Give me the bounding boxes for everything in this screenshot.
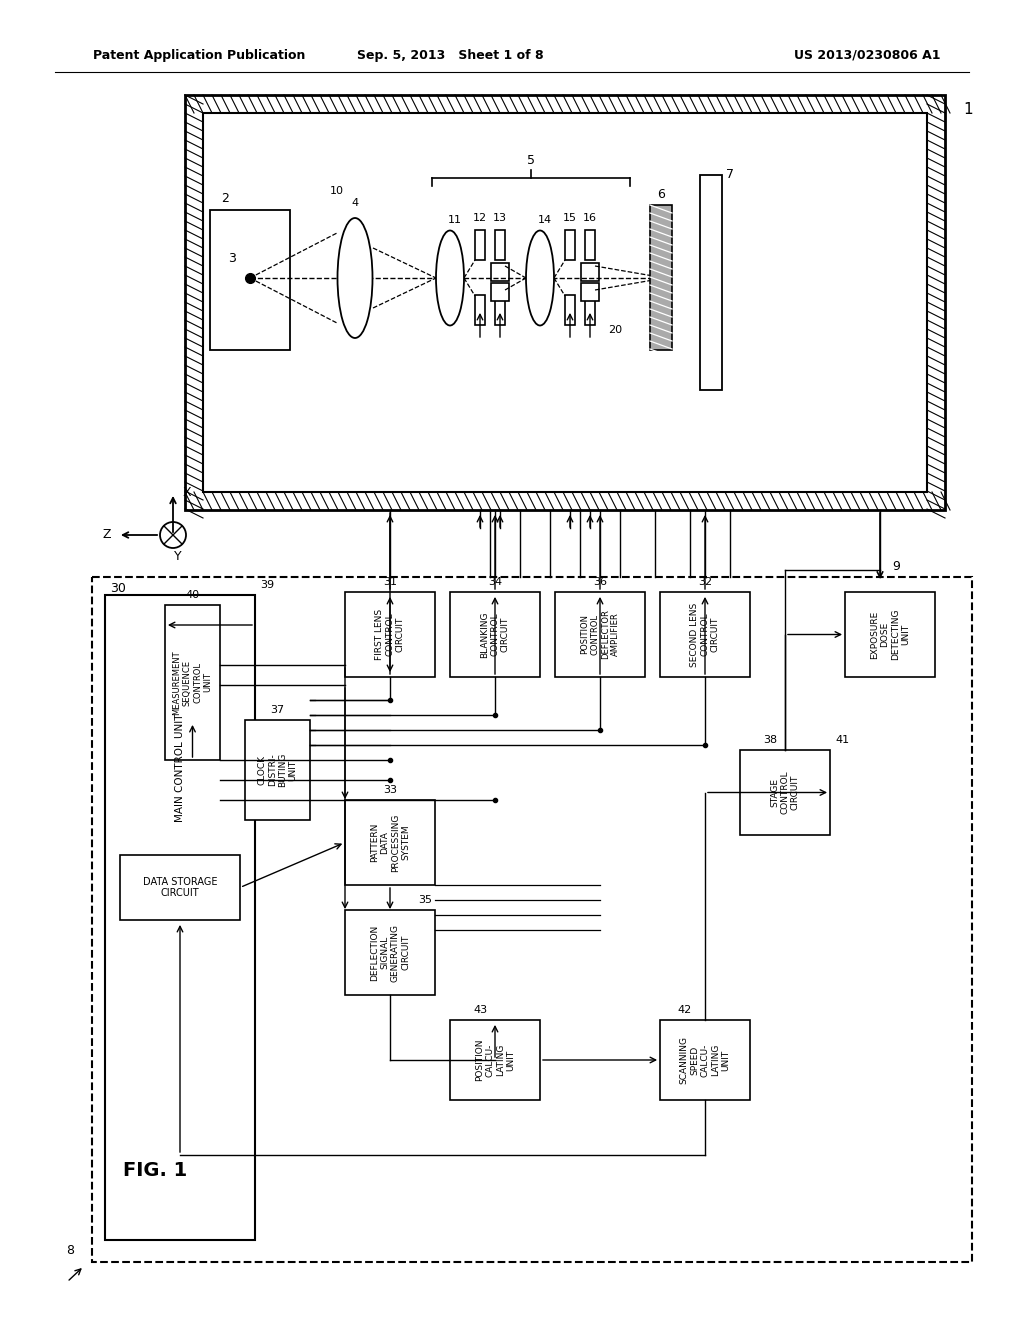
Text: POSITION
CONTROL
DEFLECTOR
AMPLIFIER: POSITION CONTROL DEFLECTOR AMPLIFIER <box>580 610 621 660</box>
FancyBboxPatch shape <box>490 282 509 301</box>
Text: 31: 31 <box>383 577 397 587</box>
FancyBboxPatch shape <box>581 263 599 281</box>
Text: Z: Z <box>102 528 111 541</box>
Text: 14: 14 <box>538 215 552 224</box>
FancyBboxPatch shape <box>740 750 830 836</box>
Text: FIRST LENS
CONTROL
CIRCUIT: FIRST LENS CONTROL CIRCUIT <box>375 609 404 660</box>
FancyBboxPatch shape <box>495 294 505 325</box>
FancyBboxPatch shape <box>495 230 505 260</box>
Text: Patent Application Publication: Patent Application Publication <box>93 49 305 62</box>
FancyBboxPatch shape <box>185 95 945 510</box>
Ellipse shape <box>338 218 373 338</box>
Text: 11: 11 <box>449 215 462 224</box>
Text: 41: 41 <box>835 735 849 744</box>
Text: 38: 38 <box>763 735 777 744</box>
Text: 5: 5 <box>527 153 535 166</box>
Text: STAGE
CONTROL
CIRCUIT: STAGE CONTROL CIRCUIT <box>770 771 800 814</box>
Text: 4: 4 <box>351 198 358 209</box>
Text: 3: 3 <box>228 252 236 264</box>
FancyBboxPatch shape <box>105 595 255 1239</box>
Text: 1: 1 <box>963 103 973 117</box>
FancyBboxPatch shape <box>203 114 927 492</box>
Text: MAIN CONTROL UNIT: MAIN CONTROL UNIT <box>175 713 185 822</box>
Text: FIG. 1: FIG. 1 <box>123 1160 187 1180</box>
Text: 30: 30 <box>110 582 126 595</box>
FancyBboxPatch shape <box>555 591 645 677</box>
Text: 8: 8 <box>66 1243 74 1257</box>
FancyBboxPatch shape <box>845 591 935 677</box>
FancyBboxPatch shape <box>700 176 722 389</box>
Text: 10: 10 <box>330 186 344 195</box>
Text: 35: 35 <box>418 895 432 906</box>
Text: 2: 2 <box>221 191 229 205</box>
Text: MEASUREMENT
SEQUENCE
CONTROL
UNIT: MEASUREMENT SEQUENCE CONTROL UNIT <box>172 651 213 715</box>
FancyBboxPatch shape <box>120 855 240 920</box>
FancyBboxPatch shape <box>345 591 435 677</box>
Text: 20: 20 <box>608 325 622 335</box>
Text: 39: 39 <box>260 579 274 590</box>
FancyBboxPatch shape <box>660 1020 750 1100</box>
Text: 40: 40 <box>185 590 200 601</box>
Text: 15: 15 <box>563 213 577 223</box>
Text: 43: 43 <box>473 1005 487 1015</box>
FancyBboxPatch shape <box>585 230 595 260</box>
Text: Sep. 5, 2013   Sheet 1 of 8: Sep. 5, 2013 Sheet 1 of 8 <box>356 49 544 62</box>
FancyBboxPatch shape <box>650 205 672 350</box>
FancyBboxPatch shape <box>450 1020 540 1100</box>
Text: SCANNING
SPEED
CALCU-
LATING
UNIT: SCANNING SPEED CALCU- LATING UNIT <box>680 1036 730 1084</box>
FancyBboxPatch shape <box>585 294 595 325</box>
Text: 6: 6 <box>657 189 665 202</box>
FancyBboxPatch shape <box>490 263 509 281</box>
FancyBboxPatch shape <box>475 230 485 260</box>
FancyBboxPatch shape <box>165 605 220 760</box>
Text: CLOCK
DISTRI-
BUTING
UNIT: CLOCK DISTRI- BUTING UNIT <box>257 752 298 787</box>
Text: 34: 34 <box>488 577 502 587</box>
Text: 7: 7 <box>726 169 734 181</box>
FancyBboxPatch shape <box>450 591 540 677</box>
Text: 37: 37 <box>270 705 285 715</box>
Text: 9: 9 <box>892 561 900 573</box>
Text: DEFLECTION
SIGNAL
GENERATING
CIRCUIT: DEFLECTION SIGNAL GENERATING CIRCUIT <box>370 924 410 982</box>
Text: 33: 33 <box>383 785 397 795</box>
Text: 16: 16 <box>583 213 597 223</box>
Text: 42: 42 <box>678 1005 692 1015</box>
FancyBboxPatch shape <box>245 719 310 820</box>
Text: SECOND LENS
CONTROL
CIRCUIT: SECOND LENS CONTROL CIRCUIT <box>690 602 720 667</box>
FancyBboxPatch shape <box>210 210 290 350</box>
Text: 13: 13 <box>493 213 507 223</box>
Text: Y: Y <box>174 550 182 564</box>
Ellipse shape <box>436 231 464 326</box>
Text: BLANKING
CONTROL
CIRCUIT: BLANKING CONTROL CIRCUIT <box>480 611 510 657</box>
FancyBboxPatch shape <box>345 800 435 884</box>
Text: EXPOSURE
DOSE
DETECTING
UNIT: EXPOSURE DOSE DETECTING UNIT <box>870 609 910 660</box>
Text: 12: 12 <box>473 213 487 223</box>
FancyBboxPatch shape <box>660 591 750 677</box>
Ellipse shape <box>526 231 554 326</box>
Text: 32: 32 <box>698 577 712 587</box>
FancyBboxPatch shape <box>92 577 972 1262</box>
FancyBboxPatch shape <box>581 282 599 301</box>
FancyBboxPatch shape <box>565 230 575 260</box>
FancyBboxPatch shape <box>345 909 435 995</box>
FancyBboxPatch shape <box>475 294 485 325</box>
Text: US 2013/0230806 A1: US 2013/0230806 A1 <box>794 49 940 62</box>
Text: DATA STORAGE
CIRCUIT: DATA STORAGE CIRCUIT <box>142 876 217 899</box>
FancyBboxPatch shape <box>565 294 575 325</box>
Text: POSITION
CALCU-
LATING
UNIT: POSITION CALCU- LATING UNIT <box>475 1039 515 1081</box>
Text: 36: 36 <box>593 577 607 587</box>
Text: PATTERN
DATA
PROCESSING
SYSTEM: PATTERN DATA PROCESSING SYSTEM <box>370 813 410 871</box>
Text: X: X <box>183 487 191 499</box>
